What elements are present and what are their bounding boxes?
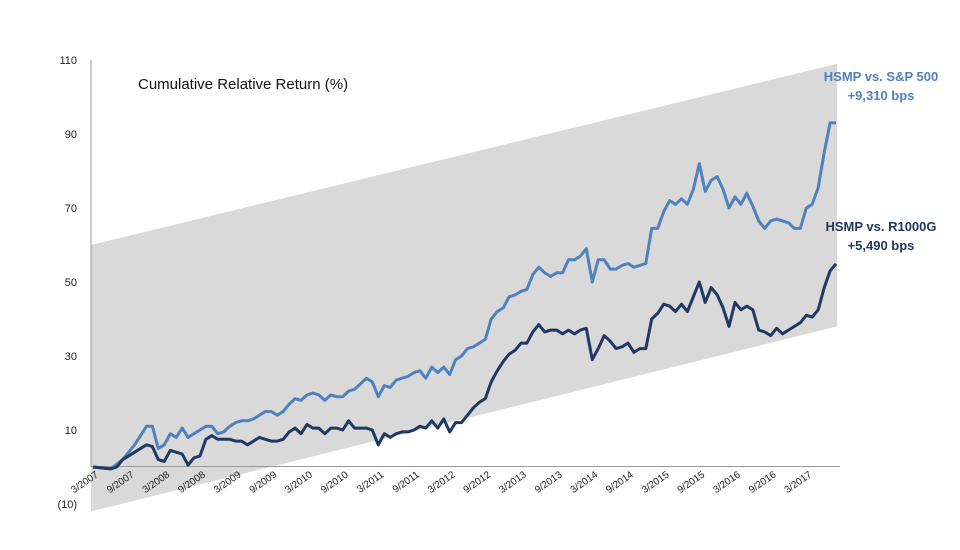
y-tick-label: 90 [65, 129, 77, 141]
series-layer [92, 121, 838, 471]
x-tick-label: 3/2013 [497, 469, 529, 496]
series-label-2: +5,490 bps [848, 238, 915, 253]
x-tick-label: 3/2014 [569, 469, 601, 496]
y-tick-label: 10 [65, 425, 77, 437]
x-tick-label: 9/2014 [604, 469, 636, 496]
y-tick-label: 50 [65, 277, 77, 289]
series-line-2 [92, 262, 838, 471]
x-tick-label: 3/2017 [783, 469, 815, 496]
y-tick-label: 30 [65, 351, 77, 363]
y-tick-label: 110 [59, 55, 77, 67]
y-tick-label: (10) [57, 499, 77, 511]
series-label-2: HSMP vs. R1000G [825, 219, 936, 234]
x-tick-label: 3/2016 [711, 469, 743, 496]
chart-title: Cumulative Relative Return (%) [138, 76, 348, 93]
x-tick-label: 9/2009 [248, 469, 280, 496]
x-tick-label: 3/2011 [355, 469, 386, 495]
x-tick-label: 3/2015 [640, 469, 672, 496]
series-label-1: HSMP vs. S&P 500 [824, 69, 938, 84]
series-label-1: +9,310 bps [848, 88, 915, 103]
x-tick-label: 3/2010 [283, 469, 315, 496]
y-tick-labels: (10) 10 30 50 70 90 110 [57, 55, 77, 511]
x-tick-label: 9/2013 [533, 469, 565, 496]
x-tick-label: 9/2010 [319, 469, 351, 496]
x-tick-label: 3/2012 [426, 469, 458, 496]
x-tick-label: 9/2016 [747, 469, 779, 496]
range-band [91, 63, 838, 512]
y-tick-label: 70 [65, 203, 77, 215]
x-tick-label: 9/2011 [391, 469, 422, 495]
series-labels: HSMP vs. S&P 500 +9,310 bps HSMP vs. R1000… [824, 69, 938, 253]
series-line-1 [92, 121, 836, 471]
x-tick-label: 9/2012 [462, 469, 494, 496]
axis-layer [90, 60, 840, 467]
x-tick-label: 9/2015 [676, 469, 708, 496]
band-layer [91, 63, 838, 512]
